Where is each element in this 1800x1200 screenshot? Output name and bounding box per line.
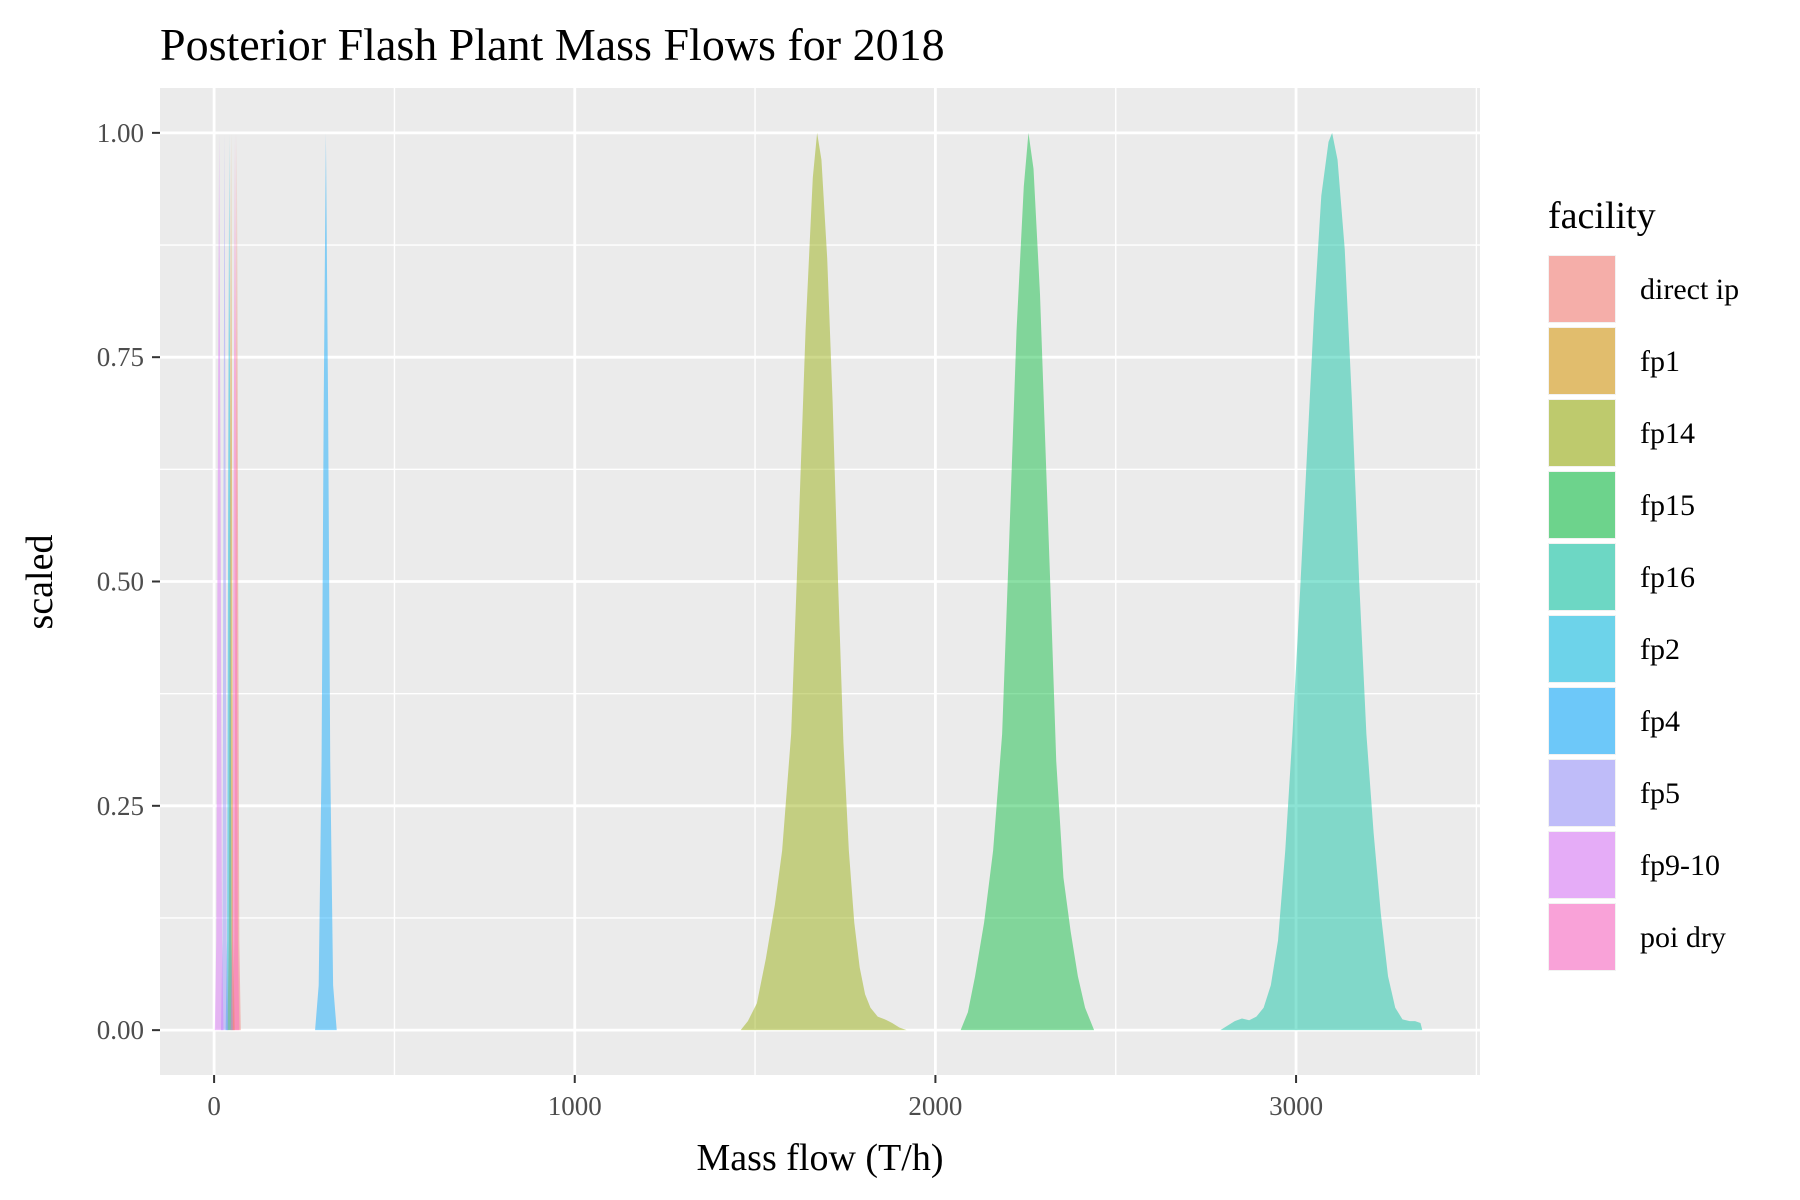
density-area-fp16 [1220, 132, 1423, 1031]
legend-label: fp4 [1640, 705, 1680, 738]
y-tick-label: 0.75 [97, 342, 144, 372]
legend-label: fp1 [1640, 345, 1680, 378]
legend-key-swatch [1549, 760, 1615, 826]
legend-key-swatch [1549, 472, 1615, 538]
legend-label: fp16 [1640, 561, 1695, 594]
legend-label: direct ip [1640, 273, 1739, 306]
x-tick-label: 1000 [548, 1091, 602, 1121]
legend-label: fp15 [1640, 489, 1695, 522]
legend-key-swatch [1549, 328, 1615, 394]
legend: facility direct ip fp1 fp14 fp15 fp16 fp2 fp4 f… [1548, 195, 1739, 971]
x-tick-label: 2000 [908, 1091, 962, 1121]
y-tick-label: 0.00 [97, 1015, 144, 1045]
legend-key-swatch [1549, 904, 1615, 970]
x-tick-label: 3000 [1269, 1091, 1323, 1121]
grid-major [160, 88, 1480, 1075]
x-tick-label: 0 [207, 1091, 221, 1121]
legend-key-swatch [1549, 832, 1615, 898]
y-tick-label: 1.00 [97, 118, 144, 148]
legend-key-swatch [1549, 616, 1615, 682]
density-area-fp5 [220, 132, 229, 1031]
density-area-direct-ip [232, 132, 241, 1031]
density-area-fp15 [960, 132, 1095, 1031]
legend-label: fp9-10 [1640, 849, 1720, 882]
y-tick-label: 0.25 [97, 791, 144, 821]
legend-key-swatch [1549, 400, 1615, 466]
density-area-fp9-10 [214, 132, 224, 1031]
chart-title: Posterior Flash Plant Mass Flows for 201… [160, 19, 945, 70]
legend-title: facility [1548, 195, 1656, 237]
y-axis: 0.00 0.25 0.50 0.75 1.00 [97, 118, 160, 1045]
legend-label: fp2 [1640, 633, 1680, 666]
legend-key-swatch [1549, 256, 1615, 322]
x-axis-title: Mass flow (T/h) [697, 1137, 944, 1179]
x-axis: 0 1000 2000 3000 [207, 1075, 1323, 1121]
density-area-fp4 [315, 132, 337, 1031]
density-areas [214, 132, 1423, 1031]
density-area-fp14 [740, 132, 907, 1031]
legend-label: fp14 [1640, 417, 1695, 450]
y-axis-title: scaled [19, 535, 61, 630]
legend-key-swatch [1549, 544, 1615, 610]
y-tick-label: 0.50 [97, 567, 144, 597]
density-area-fp2 [225, 132, 233, 1031]
density-area-fp1 [227, 132, 235, 1031]
legend-label: fp5 [1640, 777, 1680, 810]
legend-label: poi dry [1640, 921, 1726, 954]
density-area-poi-dry [230, 132, 240, 1031]
legend-key-swatch [1549, 688, 1615, 754]
